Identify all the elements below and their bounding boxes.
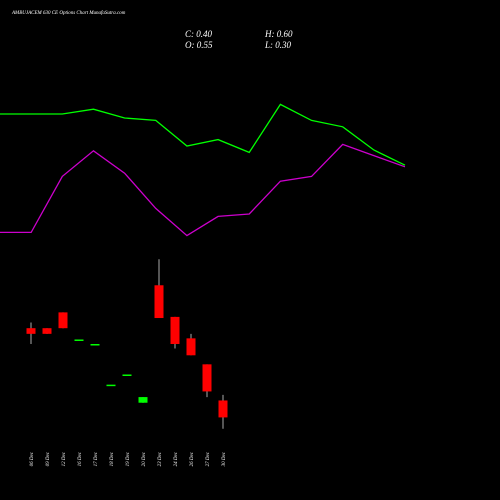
x-tick-label: 19 Dec <box>126 451 131 466</box>
candle-body <box>74 339 84 341</box>
candle-body <box>106 384 116 387</box>
close-info: C: 0.40 <box>185 29 213 39</box>
candle-body <box>186 338 196 356</box>
x-tick-label: 24 Dec <box>174 451 179 466</box>
x-tick-label: 30 Dec <box>222 451 227 466</box>
x-tick-label: 23 Dec <box>158 451 163 466</box>
low-info: L: 0.30 <box>264 40 292 50</box>
candle-body <box>90 344 100 346</box>
x-tick-label: 12 Dec <box>62 451 67 466</box>
candle-body <box>138 397 148 403</box>
candle-body <box>154 285 164 319</box>
indicator-line <box>0 103 406 166</box>
x-tick-label: 09 Dec <box>46 451 51 466</box>
candle-body <box>122 374 132 376</box>
candle-body <box>218 400 228 418</box>
chart-title: AMBUJACEM 630 CE Options Chart MunafaSut… <box>11 11 126 16</box>
open-info: O: 0.55 <box>185 40 213 50</box>
x-tick-label: 16 Dec <box>78 451 83 466</box>
candle-body <box>202 364 212 392</box>
candle-body <box>58 312 68 329</box>
candle-body <box>42 328 52 334</box>
x-tick-label: 17 Dec <box>94 451 99 466</box>
high-info: H: 0.60 <box>264 29 293 39</box>
indicator-line <box>0 143 406 237</box>
x-tick-label: 26 Dec <box>190 451 195 466</box>
x-tick-label: 18 Dec <box>110 451 115 466</box>
candle-body <box>170 316 180 344</box>
x-tick-label: 06 Dec <box>30 451 35 466</box>
candle-body <box>26 328 36 334</box>
x-tick-label: 20 Dec <box>142 451 147 466</box>
x-tick-label: 27 Dec <box>206 451 211 466</box>
